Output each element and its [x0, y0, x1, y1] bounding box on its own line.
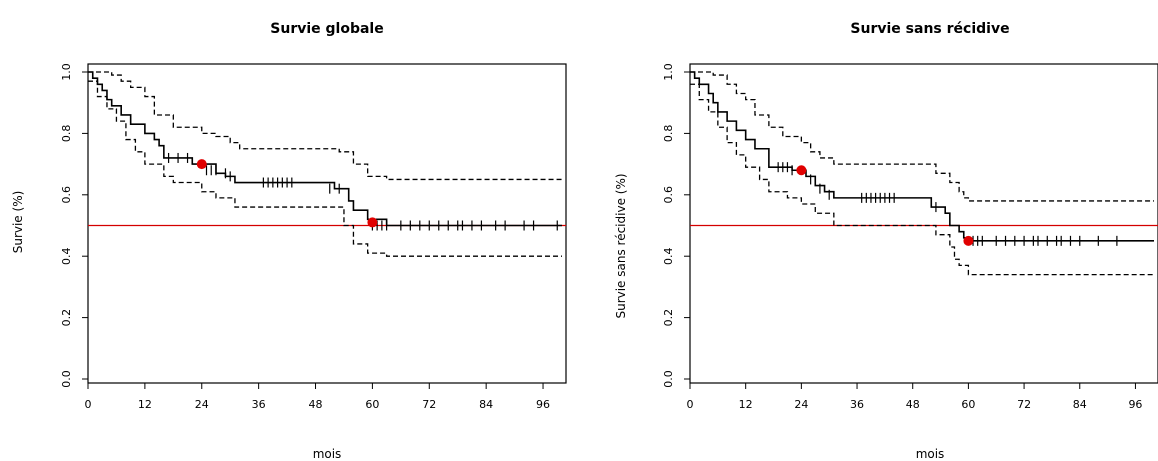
plot-area: 0 12 24 36 48 60 72 84 96 0.0 0.2 0.4 0.6 0.8 1.0 [662, 63, 1158, 411]
x-tick-label: 48 [309, 398, 323, 411]
x-tick-label: 12 [739, 398, 753, 411]
x-tick-label: 12 [138, 398, 152, 411]
chart-title: Survie sans récidive [850, 21, 1009, 37]
y-tick-label: 0.0 [662, 370, 675, 388]
y-tick-label: 0.8 [60, 125, 73, 143]
x-axis-label: mois [916, 447, 945, 461]
y-tick-label: 0.6 [662, 186, 675, 204]
recurrence-free-survival-panel: Survie sans récidive mois Survie sans ré… [614, 21, 1158, 461]
x-tick-label: 60 [961, 398, 975, 411]
y-tick-label: 0.0 [60, 370, 73, 388]
x-tick-label: 0 [85, 398, 92, 411]
x-axis-label: mois [313, 447, 342, 461]
x-tick-label: 72 [1017, 398, 1031, 411]
y-tick-label: 0.6 [60, 186, 73, 204]
y-axis-label: Survie (%) [11, 191, 25, 254]
x-tick-label: 60 [365, 398, 379, 411]
y-tick-label: 1.0 [60, 63, 73, 81]
x-tick-label: 0 [687, 398, 694, 411]
plot-frame [689, 63, 1158, 384]
highlight-point [367, 217, 378, 228]
highlight-point [196, 159, 207, 170]
x-tick-label: 72 [422, 398, 436, 411]
survival-curve [690, 71, 1154, 242]
upper-confidence-band [88, 71, 562, 181]
x-tick-label: 84 [1073, 398, 1087, 411]
y-tick-label: 0.2 [662, 309, 675, 327]
x-tick-label: 48 [906, 398, 920, 411]
x-tick-label: 96 [536, 398, 550, 411]
y-tick-label: 0.4 [60, 247, 73, 265]
upper-confidence-band [690, 71, 1154, 202]
x-tick-label: 36 [252, 398, 266, 411]
x-tick-label: 24 [794, 398, 808, 411]
plot-frame [87, 63, 567, 384]
lower-confidence-band [690, 83, 1154, 276]
highlight-point [963, 235, 974, 246]
highlight-point [796, 165, 807, 176]
chart-title: Survie globale [270, 21, 383, 37]
y-tick-label: 0.2 [60, 309, 73, 327]
x-tick-label: 24 [195, 398, 209, 411]
lower-confidence-band [88, 80, 562, 257]
y-tick-label: 0.4 [662, 247, 675, 265]
x-tick-label: 96 [1128, 398, 1142, 411]
x-tick-label: 36 [850, 398, 864, 411]
y-tick-label: 1.0 [662, 63, 675, 81]
plot-area: 0 12 24 36 48 60 72 84 96 0.0 0.2 0.4 0.6 0.8 1.0 [60, 63, 567, 411]
y-axis-label: Survie sans récidive (%) [614, 173, 628, 318]
y-tick-label: 0.8 [662, 125, 675, 143]
overall-survival-panel: Survie globale mois Survie (%) 0 12 24 36 48… [11, 21, 567, 461]
x-tick-label: 84 [479, 398, 493, 411]
